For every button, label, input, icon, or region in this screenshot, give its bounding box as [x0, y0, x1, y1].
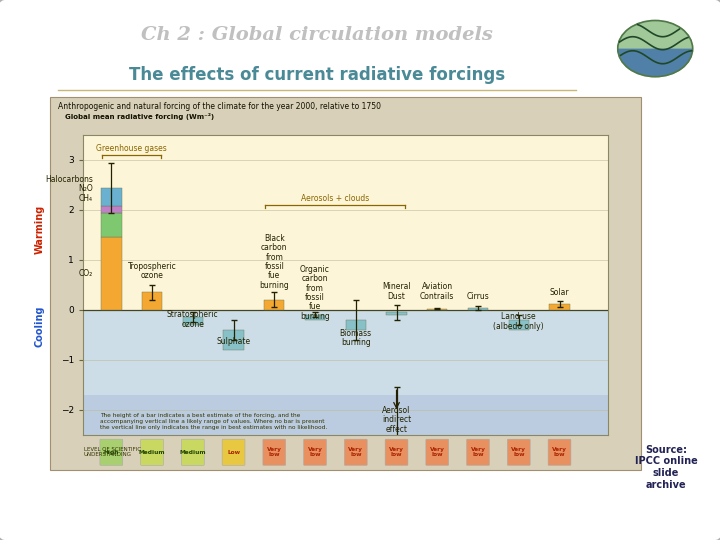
Text: Medium: Medium — [139, 450, 166, 455]
FancyBboxPatch shape — [304, 439, 326, 465]
Bar — [346, 320, 366, 330]
Bar — [468, 308, 488, 310]
Bar — [183, 318, 203, 325]
FancyBboxPatch shape — [50, 97, 641, 470]
FancyBboxPatch shape — [140, 439, 163, 465]
Text: Source:
IPCC online
slide
archive: Source: IPCC online slide archive — [634, 445, 698, 489]
Bar — [101, 237, 122, 310]
Bar — [101, 206, 122, 213]
Text: Very
low: Very low — [267, 447, 282, 457]
Text: Very
low: Very low — [511, 447, 526, 457]
Bar — [387, 312, 407, 315]
Text: Very
low: Very low — [470, 447, 485, 457]
FancyBboxPatch shape — [426, 439, 449, 465]
Text: Sulphate: Sulphate — [217, 337, 251, 346]
Text: Stratospheric
ozone: Stratospheric ozone — [167, 310, 219, 329]
FancyBboxPatch shape — [263, 439, 286, 465]
Text: Medium: Medium — [179, 450, 206, 455]
FancyBboxPatch shape — [344, 439, 367, 465]
Text: Anthropogenic and natural forcing of the climate for the year 2000, relative to : Anthropogenic and natural forcing of the… — [58, 102, 381, 111]
FancyBboxPatch shape — [222, 439, 245, 465]
Text: Cirrus: Cirrus — [467, 292, 490, 301]
Text: Very
low: Very low — [307, 447, 323, 457]
Wedge shape — [618, 49, 693, 77]
Text: The height of a bar indicates a best estimate of the forcing, and the
accompanyi: The height of a bar indicates a best est… — [100, 413, 327, 430]
Text: Land use
(albedo only): Land use (albedo only) — [493, 313, 544, 331]
Text: Mineral
Dust: Mineral Dust — [382, 282, 411, 301]
Bar — [101, 213, 122, 237]
Text: Black
carbon
from
fossil
fue
burning: Black carbon from fossil fue burning — [259, 234, 289, 290]
Circle shape — [618, 21, 693, 77]
Bar — [305, 315, 325, 320]
Text: Tropospheric
ozone: Tropospheric ozone — [127, 261, 176, 280]
Text: Organic
carbon
from
fossil
fue
burning: Organic carbon from fossil fue burning — [300, 265, 330, 321]
Text: Low: Low — [227, 450, 240, 455]
Text: Solar: Solar — [549, 288, 570, 297]
Text: Biomass
burning: Biomass burning — [340, 329, 372, 347]
Text: CO₂: CO₂ — [78, 269, 93, 278]
Bar — [83, 310, 608, 395]
FancyBboxPatch shape — [181, 439, 204, 465]
Text: The effects of current radiative forcings: The effects of current radiative forcing… — [129, 65, 505, 84]
Text: Aerosol
indirect
effect: Aerosol indirect effect — [382, 406, 411, 434]
Bar — [427, 309, 447, 310]
FancyBboxPatch shape — [548, 439, 571, 465]
Text: Warming: Warming — [35, 205, 45, 254]
Text: Global mean radiative forcing (Wm⁻²): Global mean radiative forcing (Wm⁻²) — [65, 113, 214, 120]
Bar — [83, 395, 608, 435]
Text: Aviation
Contrails: Aviation Contrails — [420, 282, 454, 301]
Text: Very
low: Very low — [552, 447, 567, 457]
Bar — [83, 135, 608, 310]
Bar — [101, 188, 122, 206]
Bar — [508, 320, 529, 330]
FancyBboxPatch shape — [100, 439, 122, 465]
Text: Very
low: Very low — [430, 447, 445, 457]
Bar — [142, 292, 162, 310]
FancyBboxPatch shape — [508, 439, 530, 465]
Text: Greenhouse gases: Greenhouse gases — [96, 144, 167, 153]
Bar — [223, 330, 244, 350]
Bar — [264, 300, 284, 310]
Text: Very
low: Very low — [389, 447, 404, 457]
Text: LEVEL OF SCIENTIFIC
UNDERSTANDING: LEVEL OF SCIENTIFIC UNDERSTANDING — [84, 447, 140, 457]
Text: Aerosols + clouds: Aerosols + clouds — [301, 194, 369, 203]
Text: Cooling: Cooling — [35, 306, 45, 347]
Text: Halocarbons
N₂O
CH₄: Halocarbons N₂O CH₄ — [45, 175, 93, 203]
Text: Very
low: Very low — [348, 447, 364, 457]
FancyBboxPatch shape — [385, 439, 408, 465]
Text: High: High — [104, 450, 119, 455]
Bar — [549, 304, 570, 310]
Text: Ch 2 : Global circulation models: Ch 2 : Global circulation models — [141, 26, 492, 44]
FancyBboxPatch shape — [467, 439, 490, 465]
